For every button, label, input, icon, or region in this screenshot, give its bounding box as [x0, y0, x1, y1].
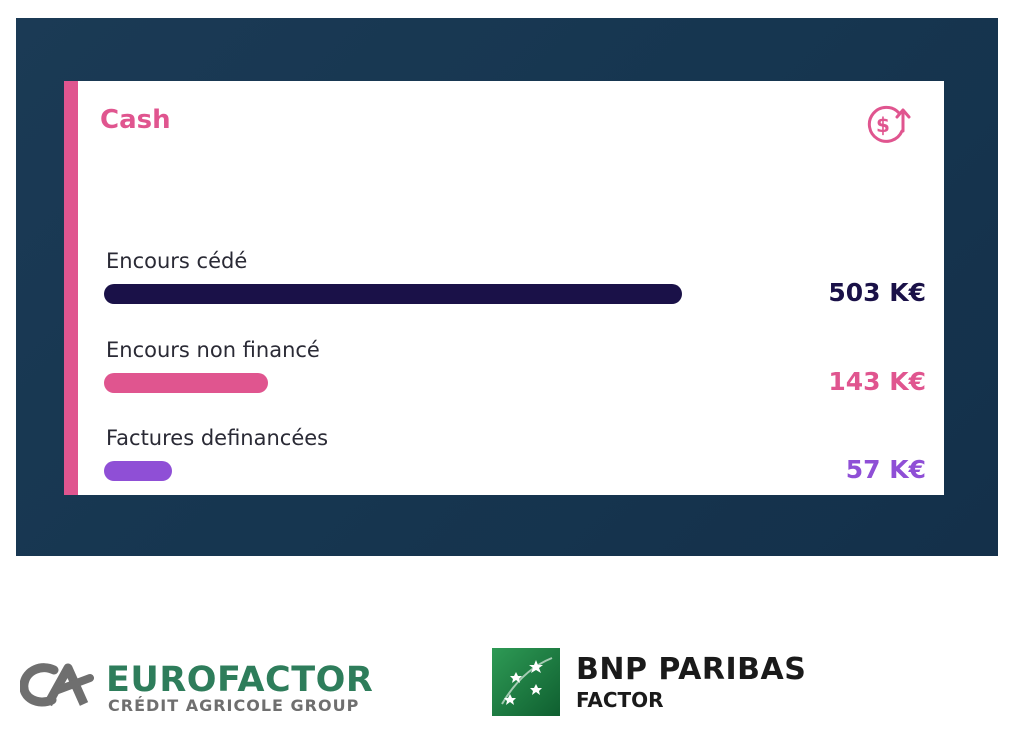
bnp-name: BNP PARIBAS	[576, 652, 807, 687]
hero-panel: Cash $ Encours cédé 503 K€ Encours non f…	[16, 18, 998, 556]
eurofactor-subtitle: CRÉDIT AGRICOLE GROUP	[108, 696, 360, 715]
metric-value-factures-definancees: 57 K€	[845, 455, 926, 484]
bar-encours-cede	[104, 284, 682, 304]
cash-card: Cash $ Encours cédé 503 K€ Encours non f…	[64, 81, 944, 495]
dollar-refresh-icon[interactable]: $	[859, 101, 913, 147]
card-title: Cash	[100, 105, 171, 135]
bar-factures-definancees	[104, 461, 172, 481]
svg-text:$: $	[876, 113, 890, 137]
bnp-stars-icon	[492, 648, 560, 716]
metric-label-factures-definancees: Factures definancées	[106, 426, 329, 450]
eurofactor-name: EUROFACTOR	[106, 660, 374, 700]
metric-label-encours-cede: Encours cédé	[106, 249, 248, 273]
bnp-paribas-logo: BNP PARIBAS FACTOR	[492, 648, 832, 720]
bnp-subtitle: FACTOR	[576, 688, 664, 712]
bar-encours-non-finance	[104, 373, 268, 393]
eurofactor-logo: EUROFACTOR CRÉDIT AGRICOLE GROUP	[20, 656, 400, 720]
card-accent-bar	[64, 81, 78, 495]
metric-value-encours-non-finance: 143 K€	[828, 367, 926, 396]
credit-agricole-mark-icon	[20, 663, 94, 707]
metric-label-encours-non-finance: Encours non financé	[106, 338, 320, 362]
metric-value-encours-cede: 503 K€	[828, 278, 926, 307]
